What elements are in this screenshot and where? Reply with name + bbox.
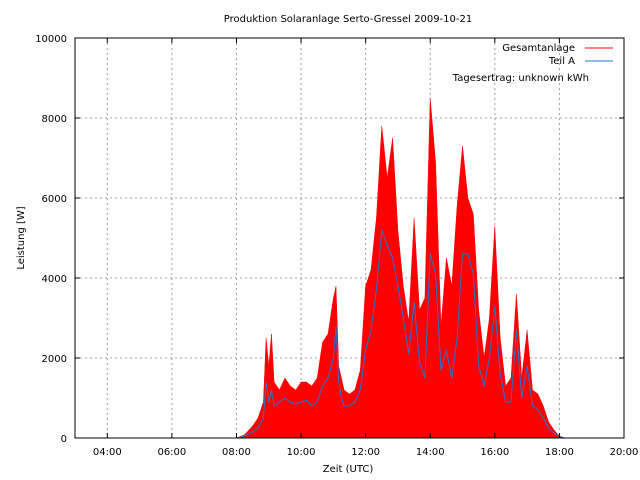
y-tick-label: 10000 — [35, 34, 67, 45]
x-tick-label: 06:00 — [157, 447, 186, 458]
legend: Gesamtanlage Teil A Tagesertrag: unknown… — [452, 43, 613, 84]
grid — [75, 38, 624, 438]
series-area — [236, 97, 565, 439]
plot-frame — [74, 37, 625, 439]
x-tick-label: 18:00 — [545, 447, 574, 458]
x-tick-label: 14:00 — [416, 447, 445, 458]
legend-label-gesamtanlage: Gesamtanlage — [502, 43, 575, 54]
chart-title: Produktion Solaranlage Serto-Gressel 200… — [224, 14, 472, 25]
series-teil-a-line — [236, 229, 565, 439]
x-tick-label: 10:00 — [287, 447, 316, 458]
y-axis-label: Leistung [W] — [16, 206, 27, 269]
x-tick-label: 12:00 — [351, 447, 380, 458]
x-tick-label: 08:00 — [222, 447, 251, 458]
ticks: 04:00 06:00 08:00 10:00 12:00 14:00 16:00 18:00… — [35, 34, 638, 458]
x-tick-label: 04:00 — [93, 447, 122, 458]
y-tick-label: 4000 — [42, 274, 67, 285]
y-tick-label: 0 — [61, 434, 67, 445]
y-tick-label: 8000 — [42, 114, 67, 125]
series-gesamtanlage-area — [236, 97, 565, 439]
x-tick-label: 16:00 — [480, 447, 509, 458]
annotation-tagesertrag: Tagesertrag: unknown kWh — [452, 73, 589, 84]
x-axis-label: Zeit (UTC) — [323, 464, 374, 475]
legend-label-teil-a: Teil A — [548, 56, 575, 67]
x-tick-label: 20:00 — [610, 447, 639, 458]
y-tick-label: 2000 — [42, 354, 67, 365]
y-tick-label: 6000 — [42, 194, 67, 205]
